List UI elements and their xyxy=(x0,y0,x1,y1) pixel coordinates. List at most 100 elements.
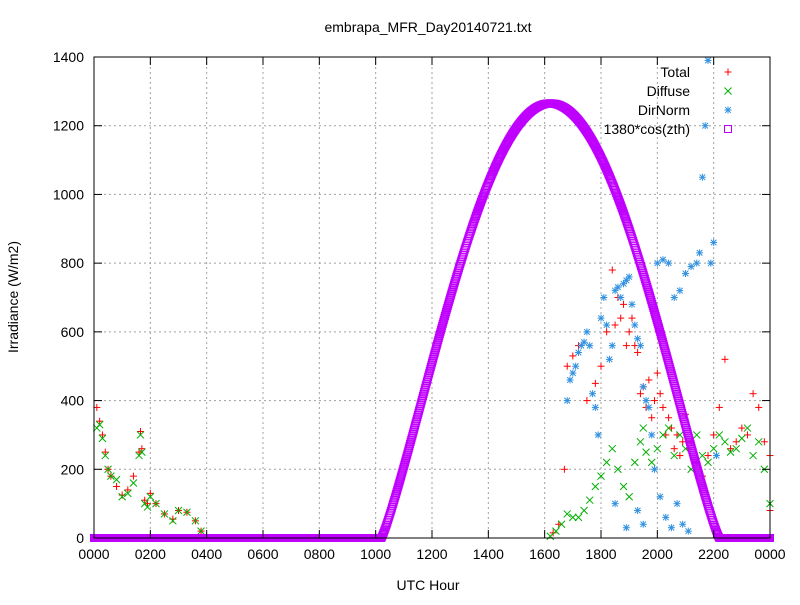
data-point xyxy=(617,294,625,301)
data-point xyxy=(673,500,681,508)
data-point xyxy=(437,323,446,332)
data-point xyxy=(421,381,430,390)
data-point xyxy=(431,346,440,355)
data-point xyxy=(668,373,677,382)
data-point xyxy=(422,379,431,388)
data-point xyxy=(701,122,709,130)
data-point xyxy=(169,516,177,525)
data-point xyxy=(678,410,687,419)
data-point xyxy=(608,266,616,274)
data-point xyxy=(749,451,757,460)
data-point xyxy=(704,458,712,467)
data-point xyxy=(636,437,645,446)
data-point xyxy=(676,431,684,439)
data-point xyxy=(600,294,608,301)
data-point xyxy=(660,344,669,353)
data-point xyxy=(402,454,411,463)
y-tick-label: 600 xyxy=(61,324,85,340)
data-point xyxy=(721,355,729,363)
data-point xyxy=(625,492,634,501)
data-point xyxy=(620,280,628,288)
data-point xyxy=(436,327,445,336)
data-point xyxy=(715,403,723,411)
data-point xyxy=(620,300,628,308)
data-point xyxy=(677,406,686,415)
data-point xyxy=(675,398,684,407)
data-point xyxy=(619,482,628,491)
data-point xyxy=(665,259,673,267)
data-point xyxy=(653,319,662,328)
data-point xyxy=(664,356,673,365)
data-point xyxy=(419,389,428,398)
data-point xyxy=(433,338,442,347)
data-point xyxy=(404,446,413,455)
data-point xyxy=(415,406,424,415)
data-point xyxy=(676,452,684,460)
data-point xyxy=(682,423,691,432)
data-point xyxy=(689,452,698,461)
x-tick-label: 0000 xyxy=(754,546,785,562)
data-point xyxy=(648,414,656,422)
data-point xyxy=(409,425,418,434)
x-tick-label: 0000 xyxy=(78,546,109,562)
data-point xyxy=(685,435,694,444)
data-point xyxy=(424,371,433,380)
data-point xyxy=(732,444,741,453)
data-point xyxy=(421,383,430,392)
data-point xyxy=(639,383,647,391)
data-point xyxy=(675,400,684,409)
data-point xyxy=(630,458,639,467)
x-tick-label: 1000 xyxy=(360,546,391,562)
data-point xyxy=(425,367,434,376)
data-point xyxy=(682,269,689,277)
data-point xyxy=(654,321,663,330)
data-point xyxy=(614,465,622,474)
data-point xyxy=(693,464,702,473)
data-point xyxy=(574,348,582,356)
data-point xyxy=(405,442,414,451)
data-point xyxy=(415,404,424,413)
data-point xyxy=(408,429,417,438)
data-point xyxy=(667,369,676,378)
data-point xyxy=(425,369,434,378)
data-point xyxy=(698,173,706,181)
data-point xyxy=(411,419,420,428)
data-point xyxy=(613,193,622,202)
data-point xyxy=(411,421,420,430)
data-point xyxy=(428,356,437,365)
data-point xyxy=(552,527,560,535)
data-point xyxy=(754,437,763,446)
data-point xyxy=(98,431,106,439)
data-point xyxy=(591,379,599,387)
data-point xyxy=(583,397,591,405)
y-tick-label: 0 xyxy=(76,530,84,546)
data-point xyxy=(591,482,600,491)
data-point xyxy=(617,314,625,322)
data-point xyxy=(678,408,687,417)
data-point xyxy=(653,444,662,453)
data-point xyxy=(568,513,577,522)
data-point xyxy=(605,355,613,363)
data-point xyxy=(577,342,585,350)
y-axis-label: Irradiance (W/m2) xyxy=(5,241,21,353)
data-point xyxy=(418,394,427,403)
x-tick-label: 1600 xyxy=(529,546,560,562)
data-point xyxy=(557,520,566,529)
y-tick-label: 200 xyxy=(61,461,85,477)
data-point xyxy=(755,403,763,411)
data-point xyxy=(429,352,438,361)
data-point xyxy=(687,444,696,453)
data-point xyxy=(430,348,439,357)
legend-marker xyxy=(724,68,732,76)
x-tick-label: 2200 xyxy=(698,546,729,562)
legend-label: Diffuse xyxy=(647,83,691,99)
data-point xyxy=(693,259,701,267)
data-point xyxy=(416,400,425,409)
data-point xyxy=(674,394,683,403)
data-point xyxy=(434,334,443,343)
data-point xyxy=(679,520,687,528)
data-point xyxy=(603,321,611,329)
data-point xyxy=(407,435,416,444)
